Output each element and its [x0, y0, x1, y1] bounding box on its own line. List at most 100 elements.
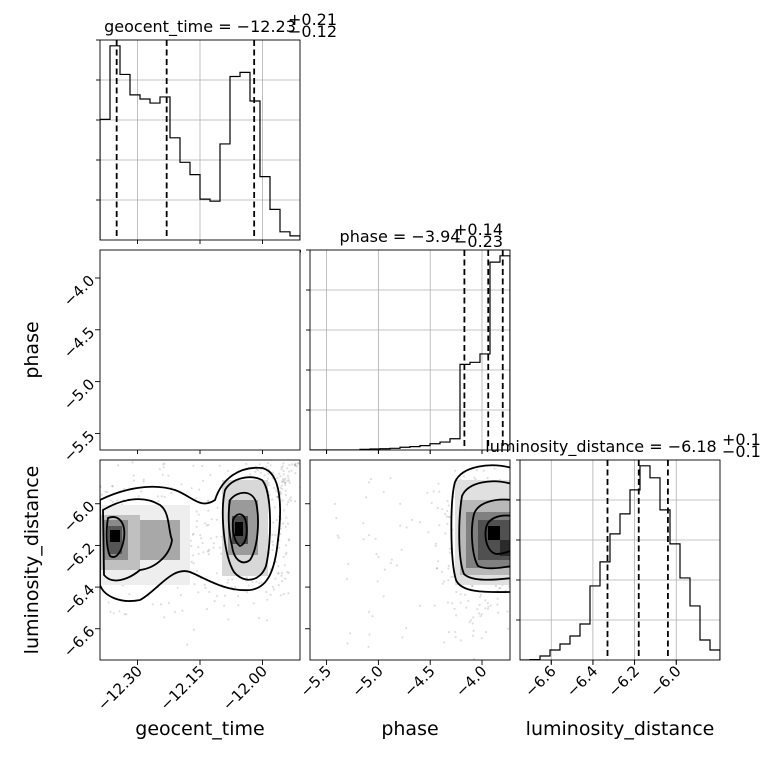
- scatter-point: [280, 468, 283, 471]
- phase-x-tick-label: −4.0: [452, 662, 490, 700]
- scatter-point: [447, 564, 450, 568]
- scatter-point: [280, 466, 283, 469]
- luminosity-distance-x-tick-label: −6.6: [521, 662, 559, 700]
- scatter-point: [471, 585, 474, 588]
- phase-x-tick-label: −4.5: [400, 662, 438, 700]
- scatter-point: [511, 509, 513, 511]
- scatter-point: [208, 590, 211, 594]
- scatter-point: [279, 594, 282, 597]
- scatter-point: [203, 583, 206, 587]
- scatter-point: [459, 593, 462, 596]
- phase-x-axis-ticks: −5.5 −5.0 −4.5 −4.0: [297, 660, 491, 701]
- scatter-point: [208, 548, 211, 551]
- scatter-point: [280, 572, 283, 575]
- scatter-point: [362, 522, 365, 525]
- scatter-point: [282, 470, 285, 473]
- panel-geocent-time-histogram-grid: [100, 40, 300, 240]
- scatter-point: [197, 546, 200, 549]
- scatter-point: [192, 532, 195, 536]
- scatter-point: [132, 474, 135, 477]
- scatter-point: [349, 632, 352, 635]
- x-axis-label-geocent-time: geocent_time: [135, 718, 264, 740]
- scatter-point: [271, 543, 274, 546]
- scatter-point: [288, 498, 291, 501]
- scatter-point: [282, 480, 285, 483]
- scatter-point: [205, 524, 208, 527]
- scatter-point: [472, 629, 475, 633]
- geocent-time-histogram-step: [100, 45, 300, 240]
- scatter-point: [382, 595, 385, 598]
- scatter-point: [499, 586, 502, 590]
- scatter-point: [192, 464, 195, 467]
- luminosity-distance-title-text: luminosity_distance = −6.18: [485, 437, 716, 457]
- scatter-point: [227, 469, 230, 472]
- scatter-point: [179, 593, 182, 597]
- scatter-point: [206, 550, 209, 553]
- scatter-point: [480, 613, 483, 616]
- scatter-point: [430, 501, 433, 504]
- scatter-point: [478, 612, 481, 615]
- scatter-point: [282, 522, 285, 525]
- scatter-point: [474, 478, 477, 481]
- scatter-point: [471, 622, 474, 625]
- scatter-point: [276, 477, 279, 480]
- scatter-point: [197, 552, 200, 556]
- geocent-time-x-tick-label: −12.15: [157, 662, 209, 714]
- scatter-point: [260, 581, 263, 584]
- scatter-point: [227, 578, 230, 581]
- luminosity-distance-y-axis-ticks: −6.6−6.4 −6.2 −6.0: [60, 497, 100, 661]
- scatter-point: [427, 531, 430, 534]
- scatter-point: [271, 533, 274, 536]
- scatter-point: [201, 542, 204, 545]
- scatter-point: [200, 537, 203, 540]
- scatter-point: [418, 521, 422, 524]
- scatter-point: [517, 495, 519, 497]
- scatter-point: [435, 567, 439, 570]
- scatter-point: [294, 463, 297, 466]
- scatter-point: [447, 515, 450, 519]
- scatter-point: [109, 610, 112, 613]
- scatter-point: [399, 524, 402, 527]
- scatter-point: [506, 610, 509, 613]
- scatter-point: [267, 483, 270, 487]
- scatter-point: [447, 504, 450, 507]
- scatter-point: [383, 568, 386, 571]
- scatter-point: [209, 473, 212, 477]
- scatter-point: [294, 462, 297, 465]
- scatter-point: [368, 633, 371, 636]
- scatter-point: [286, 467, 289, 470]
- scatter-point: [478, 603, 481, 606]
- scatter-point: [494, 585, 497, 588]
- scatter-point: [181, 609, 184, 612]
- contour-outer: [100, 466, 281, 602]
- scatter-point: [467, 599, 470, 602]
- scatter-point: [258, 617, 261, 620]
- scatter-point: [448, 547, 451, 550]
- scatter-point: [194, 497, 197, 500]
- scatter-point: [284, 477, 287, 480]
- scatter-point: [226, 451, 228, 453]
- scatter-point: [281, 478, 285, 481]
- scatter-point: [281, 480, 284, 483]
- scatter-point: [376, 580, 379, 583]
- scatter-point: [215, 594, 218, 598]
- scatter-point: [448, 631, 451, 634]
- scatter-point: [279, 492, 282, 496]
- scatter-point: [132, 479, 136, 482]
- scatter-point: [283, 564, 286, 567]
- panel-luminosity-distance-histogram: −6.6 −6.4 −6.2 −6.0 luminosity_distance = −…: [485, 430, 760, 701]
- geocent-time-title: geocent_time = −12.23: [104, 17, 296, 37]
- scatter-point: [368, 481, 371, 484]
- scatter-point: [274, 489, 277, 492]
- scatter-point: [389, 561, 392, 565]
- scatter-point: [287, 592, 290, 595]
- scatter-point: [284, 577, 287, 580]
- scatter-point: [275, 518, 278, 522]
- scatter-point: [482, 469, 485, 472]
- scatter-point: [401, 636, 404, 639]
- panel-luminosity-distance-vs-phase-yticks: [305, 503, 310, 630]
- scatter-point: [335, 517, 338, 520]
- contour-right-inner: [231, 513, 248, 547]
- scatter-point: [281, 488, 284, 491]
- scatter-point: [288, 464, 291, 467]
